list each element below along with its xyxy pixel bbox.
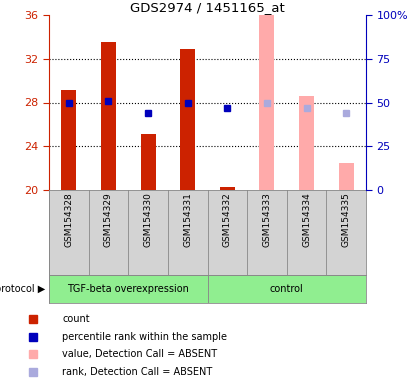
Text: GSM154331: GSM154331 — [183, 192, 192, 247]
Bar — [141, 134, 156, 190]
Text: GSM154330: GSM154330 — [144, 192, 153, 247]
Bar — [208, 275, 366, 303]
Text: count: count — [62, 314, 90, 324]
Title: GDS2974 / 1451165_at: GDS2974 / 1451165_at — [130, 1, 285, 14]
Text: GSM154334: GSM154334 — [302, 192, 311, 247]
Bar — [339, 163, 354, 190]
Text: GSM154335: GSM154335 — [342, 192, 351, 247]
Text: control: control — [270, 284, 304, 294]
Text: protocol ▶: protocol ▶ — [0, 284, 45, 294]
Text: TGF-beta overexpression: TGF-beta overexpression — [67, 284, 189, 294]
Bar — [259, 15, 274, 190]
Text: percentile rank within the sample: percentile rank within the sample — [62, 331, 227, 341]
Bar — [61, 91, 76, 190]
Text: rank, Detection Call = ABSENT: rank, Detection Call = ABSENT — [62, 367, 212, 377]
Bar — [220, 187, 235, 190]
Text: GSM154333: GSM154333 — [262, 192, 271, 247]
Text: GSM154332: GSM154332 — [223, 192, 232, 247]
Text: GSM154328: GSM154328 — [64, 192, 73, 247]
Bar — [101, 42, 116, 190]
Text: value, Detection Call = ABSENT: value, Detection Call = ABSENT — [62, 349, 217, 359]
Text: GSM154329: GSM154329 — [104, 192, 113, 247]
Bar — [180, 49, 195, 190]
Bar — [299, 96, 314, 190]
Bar — [49, 275, 208, 303]
